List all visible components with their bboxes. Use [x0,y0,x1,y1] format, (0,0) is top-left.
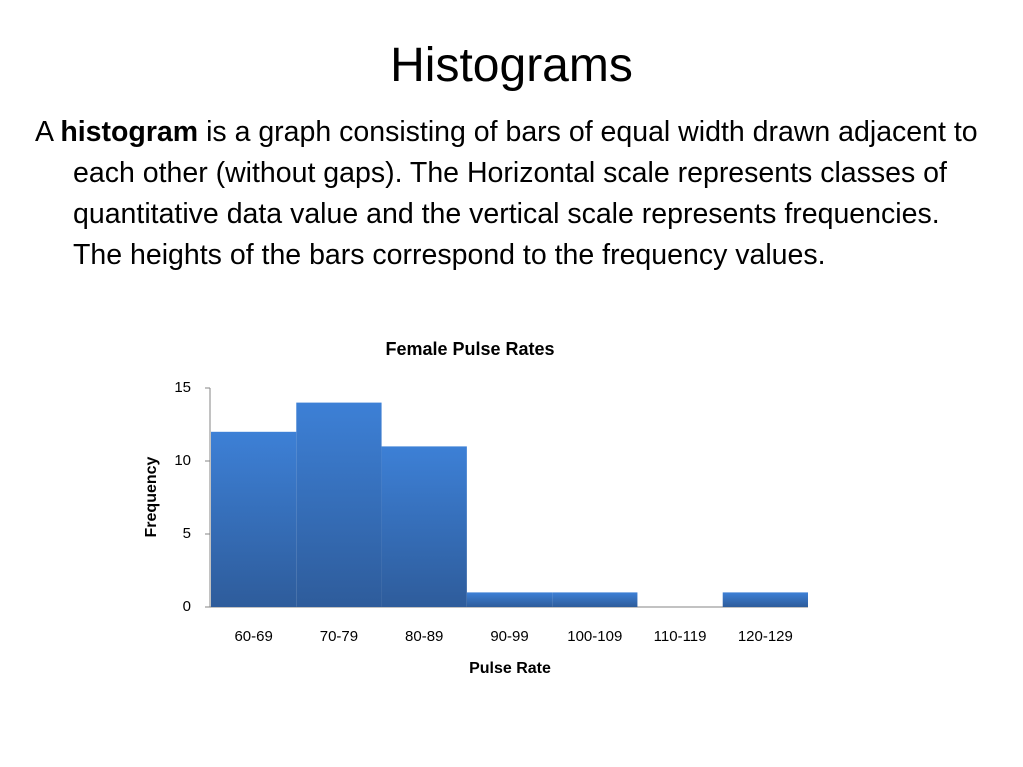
paragraph: A histogram is a graph consisting of bar… [35,112,993,276]
bold-term: histogram [60,116,199,148]
x-tick-label: 100-109 [567,628,622,645]
y-tick-label: 10 [174,452,191,469]
x-axis-label: Pulse Rate [469,660,551,677]
bar [381,446,467,607]
bar [552,592,638,607]
chart-title: Female Pulse Rates [385,339,554,359]
bar [722,592,808,607]
bar [211,431,297,607]
bar [466,592,553,607]
y-tick-label: 5 [183,525,191,542]
x-tick-label: 80-89 [405,628,443,645]
x-tick-label: 120-129 [738,628,793,645]
x-tick-label: 90-99 [490,628,528,645]
y-tick-label: 0 [183,598,191,615]
x-tick-label: 110-119 [654,628,707,645]
bar [296,402,382,607]
x-tick-label: 60-69 [234,628,272,645]
y-axis-label: Frequency [143,456,160,537]
x-tick-label: 70-79 [320,628,358,645]
y-tick-label: 15 [174,379,191,396]
slide-title: Histograms [390,39,633,92]
paragraph-text: is a graph consisting of bars of equal w… [73,116,978,271]
paragraph-text: A [35,116,53,148]
